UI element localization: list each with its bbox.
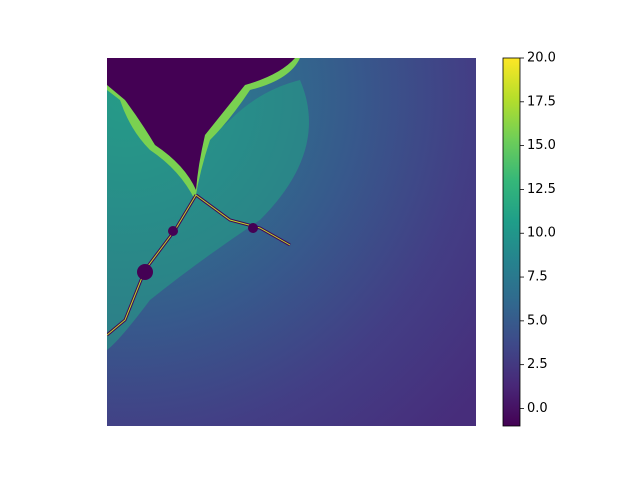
colorbar-tick-label: 15.0 bbox=[527, 138, 556, 153]
colorbar-tick-label: 0.0 bbox=[527, 401, 548, 416]
colorbar-tick-label: 10.0 bbox=[527, 226, 556, 241]
colorbar-scale bbox=[502, 57, 521, 427]
colorbar-tick-label: 7.5 bbox=[527, 270, 548, 285]
colorbar-tick-label: 17.5 bbox=[527, 94, 556, 109]
colorbar: 0.0 2.5 5.0 7.5 10.0 12.5 15.0 17.5 20.0 bbox=[502, 51, 556, 427]
colorbar-tick-label: 2.5 bbox=[527, 357, 548, 372]
colorbar-tick-label: 5.0 bbox=[527, 313, 548, 328]
fractal-image bbox=[107, 58, 476, 426]
colorbar-tick-label: 20.0 bbox=[527, 51, 556, 66]
colorbar-tick-label: 12.5 bbox=[527, 182, 556, 197]
